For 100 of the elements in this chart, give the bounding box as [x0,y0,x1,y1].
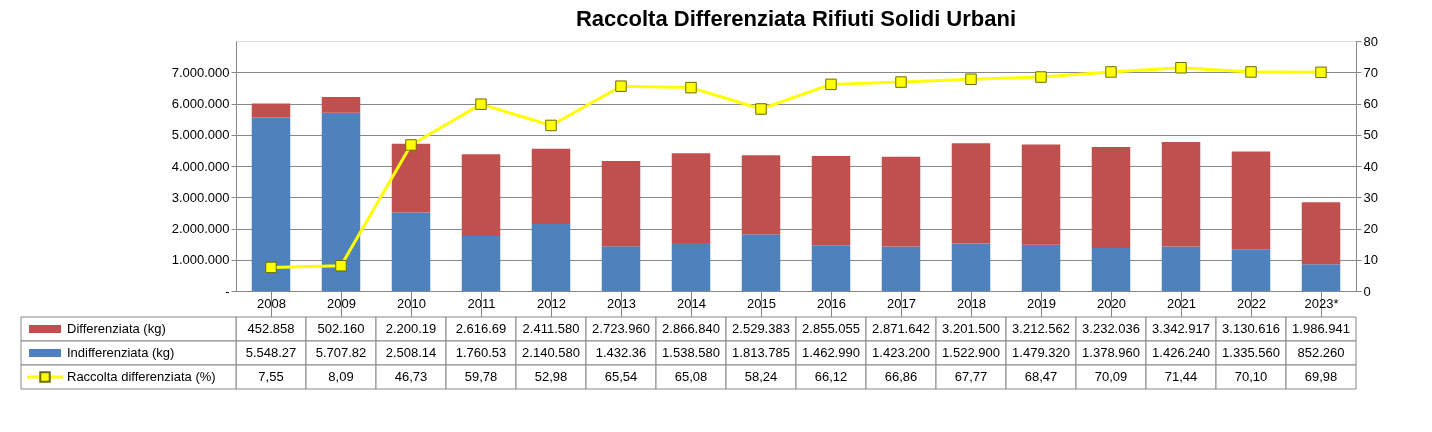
y-tick-label: 5.000.000 [171,127,230,143]
x-tick-label: 2017 [887,295,916,311]
x-tick-label: 2010 [397,295,426,311]
bar [1021,144,1061,245]
data-label: 66,86 [884,369,918,384]
point [1035,71,1047,83]
data-label: 1.432.36 [595,345,647,360]
bar [391,212,431,291]
data-label: 59,78 [464,369,498,384]
y2-tick-label: 60 [1363,96,1378,111]
bar [741,155,781,235]
data-label: 70,10 [1234,369,1268,384]
bar [601,161,641,247]
point [475,98,487,110]
bar [1231,151,1271,250]
data-label: 71,44 [1164,369,1198,384]
x-tick-label: 2008 [257,295,286,311]
x-tick-label: 2020 [1097,295,1126,311]
data-label: 1.378.960 [1082,345,1140,360]
x-tick-label: 2016 [817,295,846,311]
data-label: 3.232.036 [1082,321,1140,336]
y2-tick-label: 0 [1363,283,1371,299]
y-tick-label: 6.000.000 [171,96,230,111]
point [265,261,277,274]
x-tick-label: 2021 [1167,295,1196,311]
bar [251,117,291,291]
bar [601,246,641,291]
bar [1231,249,1271,291]
bar [671,242,711,291]
data-label: 8,09 [328,369,354,384]
point [965,73,977,85]
data-label: 3.130.616 [1222,321,1280,336]
data-label: 1.335.560 [1222,345,1280,360]
point [335,259,347,272]
y-tick-label: 4.000.000 [171,158,230,174]
data-label: 2.616.69 [455,321,507,336]
bar [671,153,711,243]
bar [881,246,921,291]
point [1175,62,1187,74]
bar [391,143,431,213]
data-label: 1.538.580 [662,345,720,360]
bar [321,112,361,291]
bar [811,245,851,291]
data-label: 58,24 [744,369,778,384]
bar [1301,202,1341,265]
chart-title: Raccolta Differenziata Rifiuti Solidi Urbani [575,6,1017,31]
x-tick-label: 2019 [1027,295,1056,311]
y2-tick-label: 80 [1363,33,1378,49]
legend-label: Differenziata (kg) [67,321,166,336]
point [755,103,767,115]
data-label: 46,73 [394,369,428,384]
data-label: 3.212.562 [1012,321,1070,336]
x-tick-label: 2012 [537,295,566,311]
data-label: 67,77 [954,369,988,384]
y-tick-label: 3.000.000 [171,189,230,205]
point [1315,66,1327,79]
legend-label: Indifferenziata (kg) [67,345,175,360]
bar [1091,247,1131,291]
y-tick-label: 1.000.000 [171,252,230,268]
y2-tick-label: 30 [1363,189,1378,205]
legend-label: Raccolta differenziata (%) [67,369,216,384]
x-tick-label: 2015 [747,295,776,311]
data-label: 1.986.941 [1292,321,1350,336]
x-tick-label: 2009 [327,295,356,311]
x-tick-label: 2014 [677,295,706,311]
bar [1091,146,1131,248]
point [1105,66,1117,78]
y2-tick-label: 70 [1363,64,1378,80]
point [405,139,417,151]
data-label: 65,54 [604,369,638,384]
bar [1161,141,1201,247]
bar [1021,244,1061,291]
data-label: 52,98 [534,369,568,384]
point [895,76,907,88]
y2-tick-label: 50 [1363,127,1378,143]
x-tick-label: 2023* [1304,295,1339,311]
data-label: 5.707.82 [315,345,367,360]
data-label: 1.423.200 [872,345,930,360]
data-label: 2.871.642 [872,321,930,336]
y2-tick-label: 20 [1363,221,1378,236]
bar [741,234,781,291]
point [615,80,627,92]
point [685,81,697,94]
data-label: 1.426.240 [1152,345,1210,360]
data-label: 2.508.14 [385,345,437,360]
data-label: 2.855.055 [802,321,860,336]
bar [531,148,571,225]
point [1245,66,1257,78]
data-label: 1.462.990 [802,345,860,360]
data-label: 2.411.580 [522,321,580,336]
y-tick-label: 2.000.000 [171,221,230,236]
bar [881,156,921,247]
data-label: 1.479.320 [1012,345,1070,360]
bar [951,243,991,291]
data-label: 3.201.500 [942,321,1000,336]
data-label: 68,47 [1024,369,1058,384]
data-label: 2.140.580 [522,345,580,360]
point [545,119,557,132]
bar [251,103,291,118]
data-label: 502.160 [317,321,365,336]
